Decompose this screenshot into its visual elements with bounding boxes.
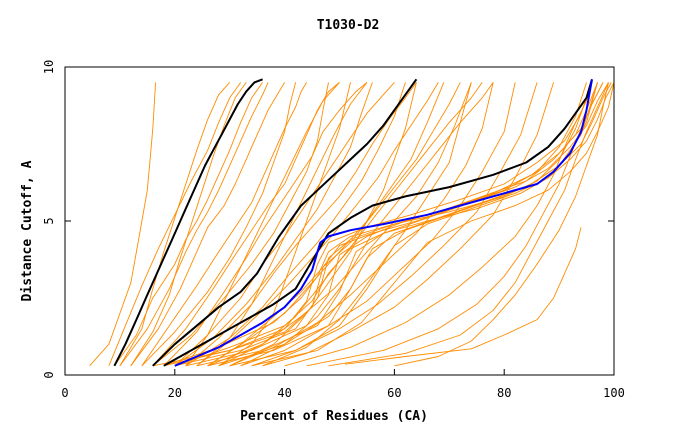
x-tick-label: 40 — [277, 386, 291, 400]
model-line-44 — [185, 82, 340, 367]
model-line-38 — [218, 82, 351, 367]
model-line-23 — [163, 82, 593, 367]
y-axis-ticks: 0 5 10 — [42, 60, 614, 379]
model-line-43 — [240, 82, 494, 367]
model-line-33 — [284, 82, 593, 367]
x-tick-label: 0 — [61, 386, 68, 400]
x-tick-label: 20 — [168, 386, 182, 400]
model-line-15 — [185, 82, 406, 367]
model-line-16 — [207, 82, 445, 367]
background-model-lines — [89, 82, 615, 367]
model-line-4 — [130, 82, 285, 367]
model-line-46 — [119, 82, 231, 367]
model-line-12 — [141, 82, 297, 367]
model-line-5 — [141, 82, 307, 367]
y-tick-label: 10 — [42, 60, 56, 74]
model-line-27 — [207, 82, 612, 367]
highlighted-model-lines — [113, 78, 593, 367]
model-line-45 — [130, 82, 247, 367]
model-line-10 — [196, 82, 439, 367]
model-line-3 — [119, 82, 269, 367]
x-tick-label: 100 — [603, 386, 625, 400]
model-line-37 — [344, 227, 582, 365]
y-tick-label: 0 — [42, 371, 56, 378]
highlight-line-4 — [174, 79, 593, 367]
model-line-17 — [218, 82, 472, 367]
y-axis-label: Distance Cutoff, A — [20, 160, 35, 301]
model-line-29 — [251, 82, 615, 367]
model-line-6 — [152, 82, 340, 367]
model-line-36 — [394, 82, 609, 367]
highlight-line-1 — [113, 78, 263, 367]
model-line-41 — [262, 82, 472, 367]
model-line-42 — [207, 82, 483, 367]
model-line-21 — [262, 82, 555, 367]
model-line-39 — [229, 82, 417, 367]
model-line-2 — [114, 82, 263, 367]
x-tick-label: 60 — [387, 386, 401, 400]
model-line-18 — [229, 82, 494, 367]
model-line-9 — [185, 82, 417, 367]
model-line-14 — [174, 82, 373, 367]
highlight-line-2 — [152, 78, 418, 367]
model-line-19 — [240, 82, 516, 367]
model-line-26 — [196, 82, 609, 367]
model-line-47 — [108, 82, 242, 366]
model-line-35 — [328, 82, 609, 367]
y-tick-label: 5 — [42, 217, 56, 224]
model-line-22 — [152, 82, 587, 367]
model-line-40 — [196, 82, 368, 367]
x-axis-label: Percent of Residues (CA) — [240, 409, 428, 424]
model-line-1 — [89, 82, 157, 367]
model-line-30 — [163, 82, 593, 367]
x-axis-ticks: 0 20 40 60 80 100 — [61, 369, 625, 400]
x-tick-label: 80 — [497, 386, 511, 400]
highlight-line-3 — [163, 79, 593, 367]
model-line-7 — [163, 82, 368, 367]
model-line-28 — [229, 82, 615, 367]
model-line-8 — [174, 82, 395, 367]
chart-title: T1030-D2 — [317, 18, 380, 33]
model-line-20 — [251, 82, 538, 367]
